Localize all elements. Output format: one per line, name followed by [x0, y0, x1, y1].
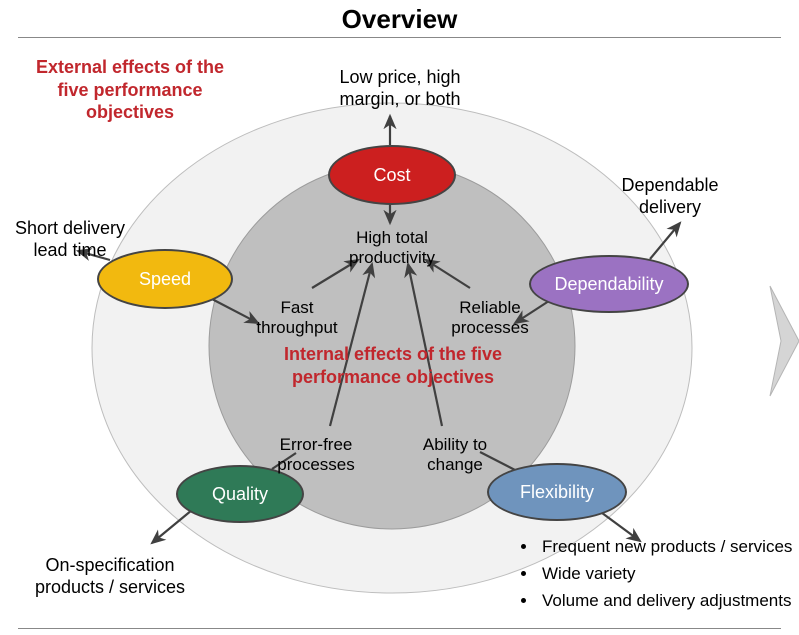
internal-error_free_processes: Error-free processes	[246, 435, 386, 476]
internal-fast_throughput: Fast throughput	[227, 298, 367, 339]
external-heading: External effects of the five performance…	[20, 56, 240, 124]
internal-reliable_processes: Reliable processes	[420, 298, 560, 339]
internal-ability_to_change: Ability to change	[385, 435, 525, 476]
side-chevron	[770, 286, 799, 396]
flex-bullet: Wide variety	[538, 560, 792, 587]
internal-high_total_productivity: High total productivity	[322, 228, 462, 269]
flex-bullet: Frequent new products / services	[538, 533, 792, 560]
flex-bullet: Volume and delivery adjustments	[538, 587, 792, 614]
external-dependable_del: Dependable delivery	[580, 175, 760, 218]
flexibility-bullets: Frequent new products / servicesWide var…	[520, 533, 792, 615]
rule-bottom	[18, 628, 781, 629]
internal-heading: Internal effects of the five performance…	[258, 343, 528, 388]
objective-cost: Cost	[328, 145, 456, 205]
external-low_price: Low price, high margin, or both	[310, 67, 490, 110]
diagram-canvas: External effects of the five performance…	[0, 38, 799, 628]
external-on_spec: On-specification products / services	[20, 555, 200, 598]
external-short_delivery: Short delivery lead time	[0, 218, 160, 261]
page-title: Overview	[0, 0, 799, 37]
